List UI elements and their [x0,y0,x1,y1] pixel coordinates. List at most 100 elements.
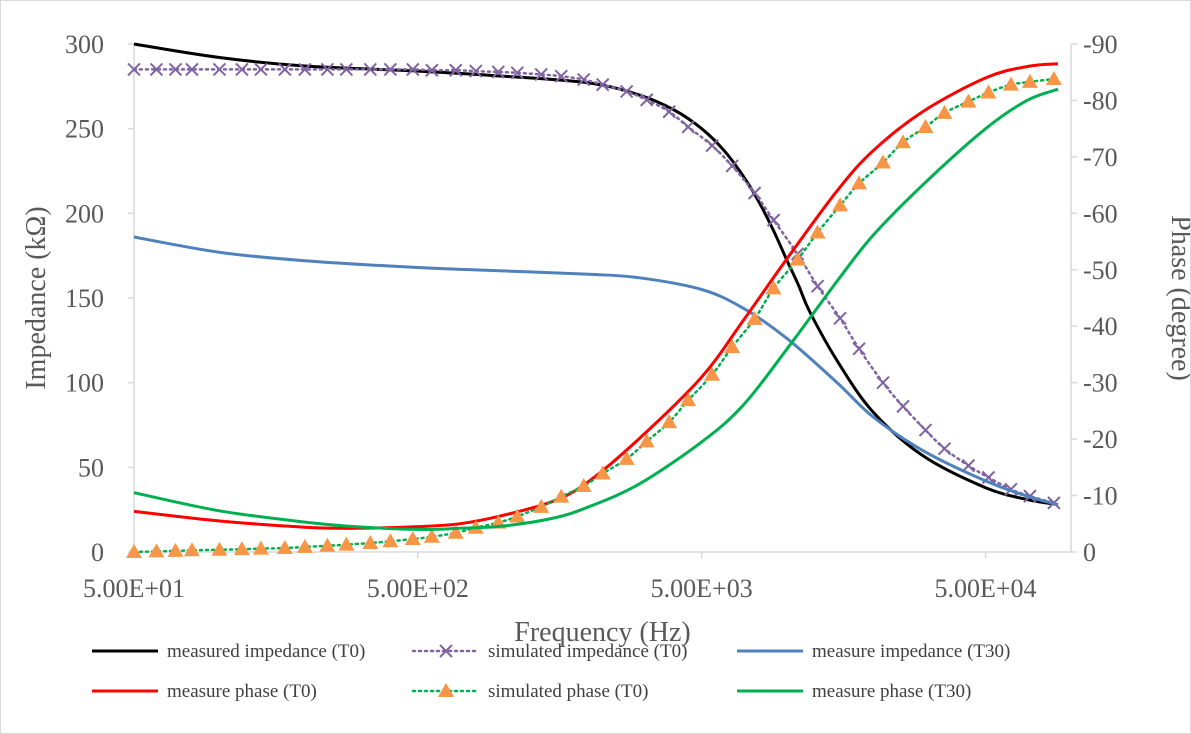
data-point-x-marker [747,186,762,200]
data-point-triangle-marker [362,534,379,549]
data-point-x-marker [852,342,866,356]
data-point-x-marker [449,63,463,77]
data-point-x-marker [298,62,312,77]
data-point-x-marker [766,213,781,227]
data-point-triangle-marker [851,175,868,190]
legend-item: measure phase (T30) [737,681,971,702]
data-point-triangle-marker [980,84,997,99]
data-point-triangle-marker [575,477,592,492]
data-point-triangle-marker [895,134,912,149]
data-point-x-marker [149,62,164,77]
right-tick-label: -30 [1083,369,1118,398]
right-tick-label: 0 [1083,538,1096,567]
data-point-x-marker [961,458,976,473]
data-point-triangle-marker [874,154,891,169]
legend-x-marker [439,644,453,658]
left-tick-label: 250 [65,115,104,144]
data-point-triangle-marker [960,93,977,108]
legend-label: measured impedance (T0) [167,641,365,662]
data-point-x-marker [577,72,591,87]
data-point-triangle-marker [789,251,806,266]
legend-item: simulated phase (T0) [411,681,648,702]
data-point-triangle-marker [680,392,697,407]
right-tick-label: -60 [1083,199,1118,228]
series-3 [133,62,1059,530]
data-point-x-marker [469,64,483,78]
data-point-triangle-marker [809,224,826,239]
right-tick-label: -70 [1083,143,1118,172]
data-point-triangle-marker [167,542,184,557]
data-point-x-marker [619,84,634,99]
left-tick-label: 50 [78,453,104,482]
data-point-triangle-marker [746,310,763,325]
legend-label: measure impedance (T30) [812,641,1010,662]
legend-label: simulated phase (T0) [488,681,648,702]
data-point-triangle-marker [211,541,228,556]
data-point-x-marker [918,423,933,437]
data-point-triangle-marker [509,508,526,523]
data-point-x-marker [383,62,398,77]
right-tick-label: -20 [1083,425,1118,454]
data-point-triangle-marker [319,537,336,552]
data-point-x-marker [662,105,676,119]
data-point-triangle-marker [423,528,440,543]
legend-item: simulated impedance (T0) [411,641,687,662]
legend-item: measure phase (T0) [92,681,317,702]
data-point-triangle-marker [594,465,611,480]
axes: 0 50 100 150 200 250 300 0 -10 -20 -30 -40 -50 -60 -70… [21,30,1190,648]
data-point-triangle-marker [533,498,550,513]
data-point-triangle-marker [618,450,635,465]
left-tick-label: 100 [65,369,104,398]
data-point-x-marker [278,62,292,77]
data-point-x-marker [725,159,739,173]
data-point-x-marker [235,62,249,77]
series-5 [133,87,1059,531]
x-tick-label: 5.00E+04 [935,574,1037,603]
data-point-x-marker [320,62,335,77]
right-tick-label: -90 [1083,30,1118,59]
series-4 [126,70,1062,558]
data-point-triangle-marker [183,542,200,557]
data-point-triangle-marker [724,339,741,354]
legend-label: simulated impedance (T0) [488,641,687,662]
data-point-x-marker [810,279,825,293]
left-tick-label: 0 [91,538,104,567]
left-tick-label: 150 [65,284,104,313]
data-point-triangle-marker [233,541,250,556]
left-tick-label: 200 [65,199,104,228]
data-point-x-marker [681,120,695,134]
right-tick-label: -80 [1083,86,1118,115]
data-point-triangle-marker [126,544,142,558]
data-point-triangle-marker [338,536,355,551]
data-point-x-marker [705,138,719,153]
x-tick-label: 5.00E+03 [651,574,753,603]
data-point-x-marker [510,66,524,80]
data-point-triangle-marker [661,414,678,429]
right-tick-label: -40 [1083,312,1118,341]
legend-label: measure phase (T30) [812,681,971,702]
legend: measured impedance (T0) simulated impedan… [92,641,1010,702]
data-point-x-marker [534,67,548,82]
x-axis-title: Frequency (Hz) [514,617,690,648]
data-point-triangle-marker [765,280,782,295]
data-point-triangle-marker [832,197,849,212]
data-point-triangle-marker [252,540,269,555]
data-point-triangle-marker [936,104,953,119]
left-axis-title: Impedance (kΩ) [21,206,52,389]
data-point-triangle-marker [382,533,399,548]
data-point-triangle-marker [276,540,293,555]
legend-triangle-marker [438,683,454,697]
data-point-triangle-marker [638,433,655,448]
data-point-x-marker [406,62,420,77]
data-point-x-marker [896,399,910,414]
legend-item: measured impedance (T0) [92,641,365,662]
series-line [133,235,1059,507]
data-point-triangle-marker [1021,73,1038,88]
data-point-x-marker [127,62,141,77]
data-point-x-marker [339,62,354,77]
data-point-x-marker [596,77,610,92]
x-tick-label: 5.00E+01 [83,574,185,603]
series-line [133,62,1059,530]
data-point-x-marker [876,375,890,390]
